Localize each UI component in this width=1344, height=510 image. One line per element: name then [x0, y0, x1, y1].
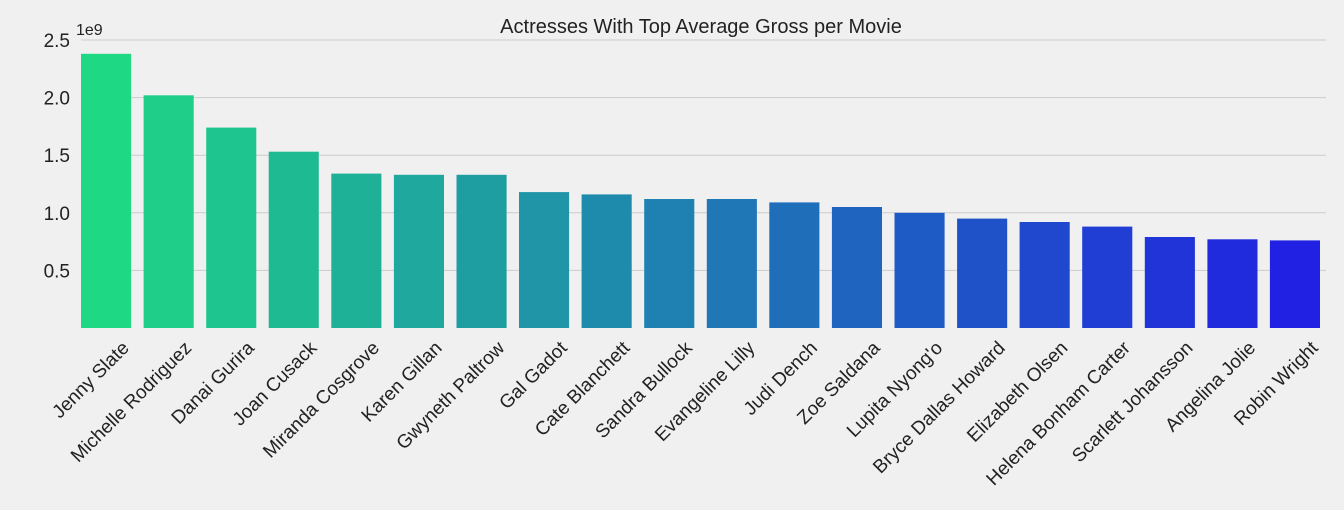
- bar: [831, 207, 882, 328]
- bar: [581, 194, 632, 328]
- bar: [1082, 226, 1133, 328]
- bar: [456, 174, 507, 328]
- bar: [143, 95, 194, 328]
- bar: [268, 151, 319, 328]
- bar: [1144, 237, 1195, 328]
- grid-lines: [81, 39, 1326, 271]
- bars: [81, 53, 1320, 329]
- bar: [1019, 222, 1070, 328]
- bar: [81, 53, 132, 329]
- y-tick-label: 0.5: [44, 261, 70, 282]
- bar: [331, 173, 382, 328]
- bar: [519, 192, 570, 328]
- bar: [644, 199, 695, 328]
- bar: [957, 218, 1008, 328]
- bar: [894, 212, 945, 328]
- x-tick-label: Michelle Rodriguez: [67, 338, 196, 467]
- bar: [206, 127, 257, 328]
- y-tick-label: 2.5: [44, 31, 70, 52]
- bar: [1269, 240, 1320, 328]
- y-tick-label: 2.0: [44, 89, 70, 110]
- x-tick-label: Miranda Cosgrove: [259, 338, 384, 463]
- y-tick-label: 1.0: [44, 204, 70, 225]
- bar: [1207, 239, 1258, 328]
- bar: [769, 202, 820, 328]
- y-tick-labels: 0.5 1.0 1.5 2.0 2.5: [44, 31, 70, 282]
- bar: [706, 199, 757, 328]
- y-axis-offset-label: 1e9: [76, 22, 103, 39]
- bar: [393, 174, 444, 328]
- chart-title: Actresses With Top Average Gross per Mov…: [500, 16, 902, 38]
- y-tick-label: 1.5: [44, 146, 70, 167]
- x-tick-label: Scarlett Johansson: [1068, 338, 1197, 467]
- x-tick-label: Gwyneth Paltrow: [393, 338, 510, 455]
